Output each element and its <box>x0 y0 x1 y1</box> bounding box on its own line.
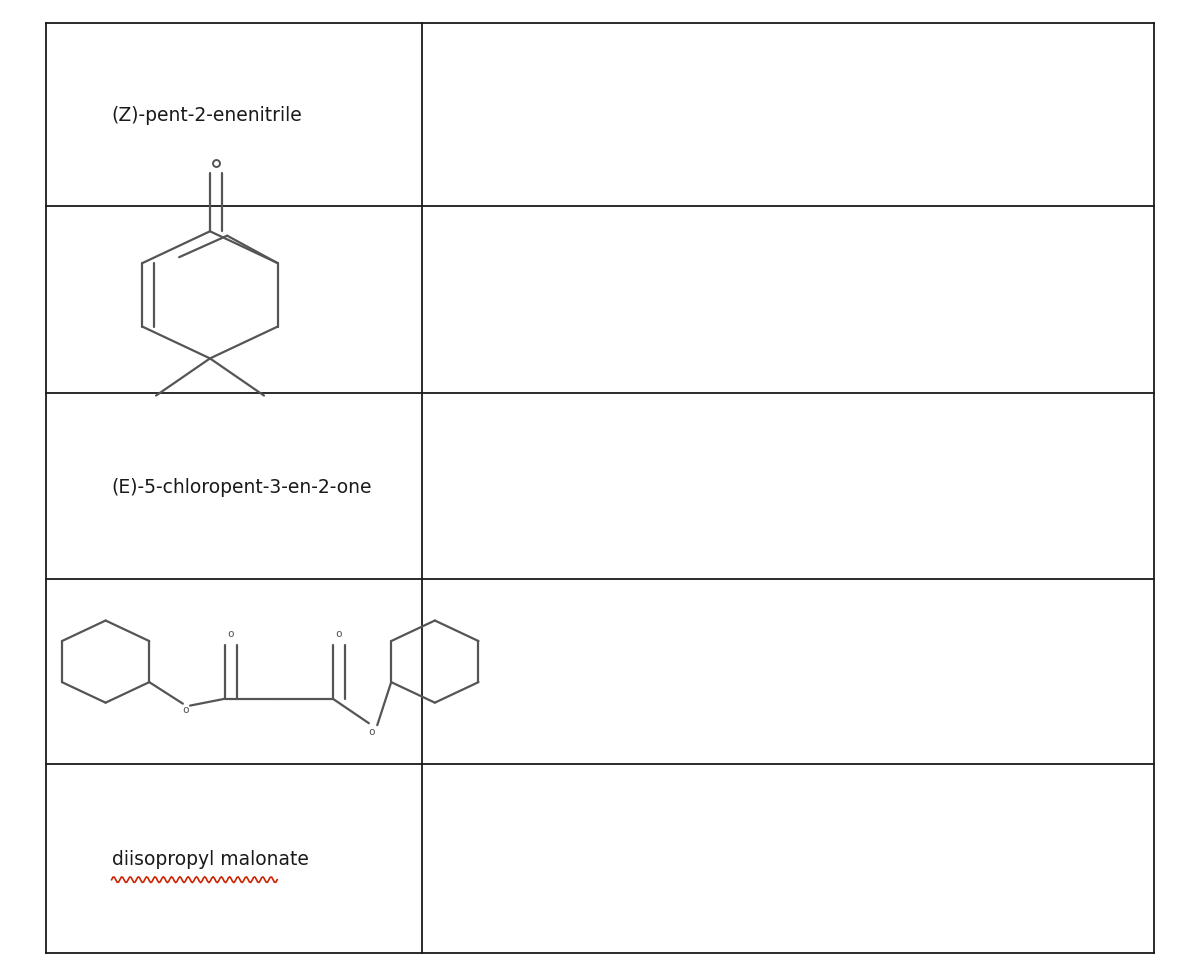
Text: o: o <box>336 628 342 639</box>
Text: (E)-5-chloropent-3-en-2-one: (E)-5-chloropent-3-en-2-one <box>112 477 372 496</box>
Text: o: o <box>368 726 374 737</box>
Text: (Z)-pent-2-enenitrile: (Z)-pent-2-enenitrile <box>112 106 302 125</box>
Text: o: o <box>182 703 188 714</box>
Text: diisopropyl malonate: diisopropyl malonate <box>112 849 308 868</box>
Text: o: o <box>228 628 234 639</box>
